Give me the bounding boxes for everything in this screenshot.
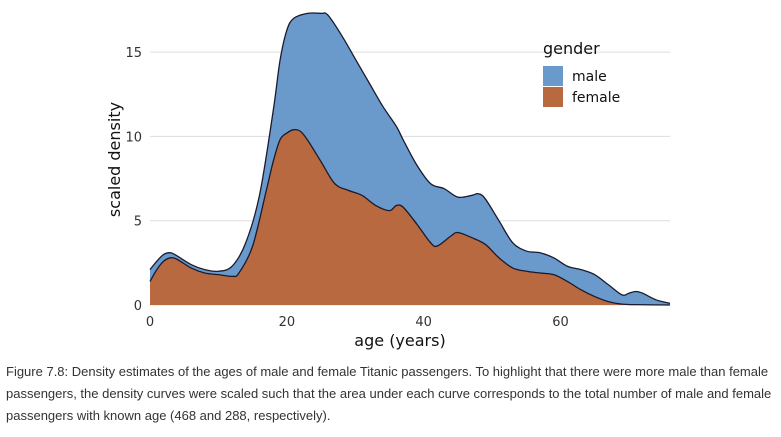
y-tick-label: 10 (125, 130, 142, 145)
figure-caption: Figure 7.8: Density estimates of the age… (6, 364, 772, 423)
x-tick-label: 0 (146, 315, 154, 330)
female-density-area (150, 129, 670, 305)
x-tick-label: 20 (279, 315, 296, 330)
x-tick-label: 60 (552, 315, 569, 330)
y-tick-label: 15 (125, 46, 142, 61)
axis-ticks: 0 20 40 60 0 5 10 15 (125, 46, 568, 330)
density-areas (149, 12, 671, 306)
y-tick-label: 5 (134, 215, 142, 230)
x-axis-title: age (years) (354, 331, 445, 350)
male-density-outline (149, 12, 671, 304)
legend-label-male: male (572, 69, 607, 85)
legend-swatch-male (543, 66, 563, 86)
legend-title: gender (543, 39, 600, 58)
legend-swatch-female (543, 87, 563, 107)
x-tick-label: 40 (415, 315, 432, 330)
female-density-outline (149, 128, 671, 306)
legend-label-female: female (572, 90, 620, 106)
density-chart: 0 20 40 60 0 5 10 15 age (years) scaled density… (105, 12, 671, 350)
y-axis-title: scaled density (105, 102, 124, 217)
y-tick-label: 0 (134, 299, 142, 314)
legend: gender male female (543, 39, 620, 107)
